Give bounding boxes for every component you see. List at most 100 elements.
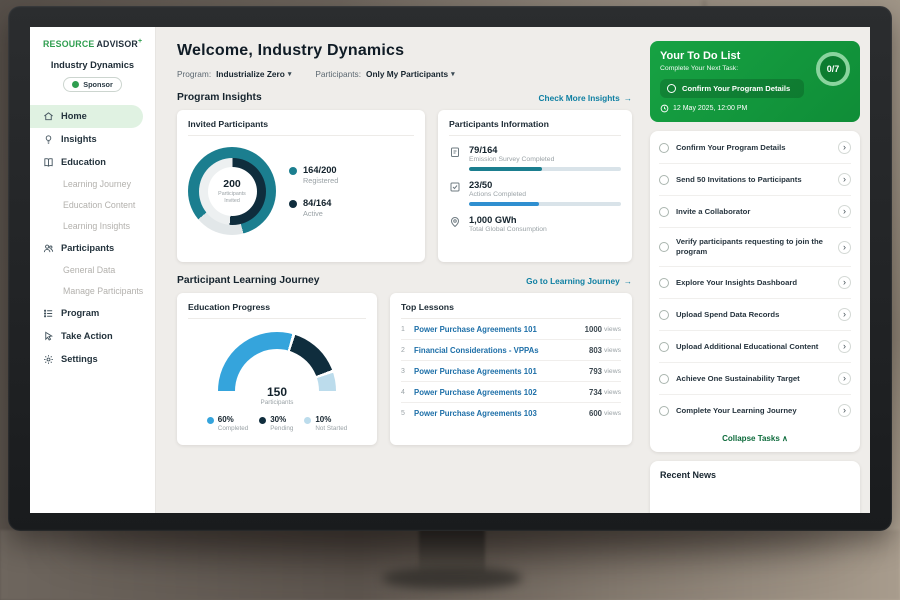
org-name: Industry Dynamics bbox=[50, 59, 135, 70]
actions-progress-bar bbox=[469, 202, 621, 206]
chevron-right-icon[interactable]: › bbox=[838, 205, 851, 218]
task-checkbox[interactable] bbox=[659, 206, 669, 217]
go-to-learning-journey-link[interactable]: Go to Learning Journey → bbox=[526, 275, 632, 286]
gauge-legend: 60% Completed 30% Pending bbox=[188, 415, 366, 432]
chevron-down-icon: ▾ bbox=[287, 71, 292, 78]
legend-not-started: 10% Not Started bbox=[304, 415, 347, 432]
people-icon bbox=[43, 243, 54, 254]
task-checkbox[interactable] bbox=[659, 242, 669, 252]
sidebar-item-home[interactable]: Home bbox=[30, 104, 143, 128]
list-icon bbox=[43, 308, 54, 319]
chevron-down-icon: ▾ bbox=[451, 71, 455, 78]
gauge-arc bbox=[218, 332, 336, 391]
program-filter-label: Program: bbox=[177, 69, 212, 79]
participants-filter-dropdown[interactable]: Only My Participants ▾ bbox=[366, 69, 455, 79]
filters-bar: Program: Industrialize Zero ▾ Participan… bbox=[177, 69, 632, 79]
legend-dot-navy bbox=[289, 199, 297, 208]
task-row[interactable]: Achieve One Sustainability Target › bbox=[659, 363, 851, 395]
sidebar-item-insights[interactable]: Insights bbox=[30, 128, 155, 151]
legend-pending: 30% Pending bbox=[259, 415, 293, 432]
participants-filter: Participants: Only My Participants ▾ bbox=[315, 69, 454, 79]
task-row[interactable]: Upload Additional Educational Content › bbox=[659, 331, 851, 363]
program-insights-cards: Invited Participants 200 Participants In… bbox=[177, 110, 632, 262]
lesson-link[interactable]: Financial Considerations - VPPAs bbox=[414, 345, 539, 355]
task-checkbox[interactable] bbox=[659, 309, 669, 320]
todo-subtitle: Complete Your Next Task: bbox=[660, 65, 739, 72]
task-checkbox[interactable] bbox=[659, 341, 669, 352]
task-row[interactable]: Confirm Your Program Details › bbox=[659, 132, 851, 164]
home-icon bbox=[43, 111, 54, 122]
location-pin-icon bbox=[449, 216, 461, 233]
sponsor-badge-wrap: Sponsor bbox=[30, 75, 155, 93]
check-more-insights-link[interactable]: Check More Insights → bbox=[538, 92, 632, 103]
checklist-icon bbox=[449, 181, 461, 206]
chevron-right-icon[interactable]: › bbox=[838, 340, 851, 353]
lesson-link[interactable]: Power Purchase Agreements 103 bbox=[414, 408, 537, 418]
recent-news-card: Recent News bbox=[650, 461, 860, 513]
chevron-right-icon[interactable]: › bbox=[838, 308, 851, 321]
task-row[interactable]: Send 50 Invitations to Participants › bbox=[659, 164, 851, 196]
chevron-right-icon[interactable]: › bbox=[838, 141, 851, 154]
task-checkbox[interactable] bbox=[659, 277, 669, 288]
task-row[interactable]: Complete Your Learning Journey › bbox=[659, 395, 851, 426]
chevron-right-icon[interactable]: › bbox=[838, 404, 851, 417]
sidebar-item-learning-insights[interactable]: Learning Insights bbox=[63, 221, 130, 232]
sidebar-item-take-action[interactable]: Take Action bbox=[30, 325, 155, 348]
page-title: Welcome, Industry Dynamics bbox=[177, 42, 405, 59]
task-checkbox[interactable] bbox=[659, 405, 669, 416]
sidebar-nav: Home Insights Education Learning Journey… bbox=[30, 104, 155, 371]
next-task-pill[interactable]: Confirm Your Program Details bbox=[660, 79, 804, 98]
task-row[interactable]: Upload Spend Data Records › bbox=[659, 299, 851, 331]
lesson-link[interactable]: Power Purchase Agreements 101 bbox=[414, 324, 537, 334]
arrow-right-icon: → bbox=[623, 92, 632, 103]
task-checkbox[interactable] bbox=[659, 373, 669, 384]
sidebar-item-education-content[interactable]: Education Content bbox=[63, 200, 136, 211]
arrow-right-icon: → bbox=[623, 275, 632, 286]
chevron-right-icon[interactable]: › bbox=[838, 372, 851, 385]
chevron-up-icon: ∧ bbox=[782, 434, 788, 443]
sidebar-item-participants[interactable]: Participants bbox=[30, 237, 155, 260]
lesson-row: 3 Power Purchase Agreements 101 793 view… bbox=[401, 361, 621, 382]
section-title-program-insights: Program Insights bbox=[177, 92, 262, 103]
task-row[interactable]: Explore Your Insights Dashboard › bbox=[659, 267, 851, 299]
next-task-due: 12 May 2025, 12:00 PM bbox=[660, 104, 850, 113]
sidebar-item-settings[interactable]: Settings bbox=[30, 348, 155, 371]
task-row[interactable]: Verify participants requesting to join t… bbox=[659, 228, 851, 267]
card-title: Invited Participants bbox=[188, 119, 414, 136]
sidebar-item-education[interactable]: Education bbox=[30, 151, 155, 174]
book-icon bbox=[43, 157, 54, 168]
collapse-tasks-link[interactable]: Collapse Tasks ∧ bbox=[722, 434, 788, 443]
checkbox-icon[interactable] bbox=[667, 84, 676, 93]
emission-survey-progress-bar bbox=[469, 167, 621, 171]
legend-active: 84/164 Active bbox=[289, 198, 338, 218]
legend-dot-teal bbox=[289, 166, 297, 175]
sidebar-item-learning-journey[interactable]: Learning Journey bbox=[63, 179, 131, 190]
chevron-right-icon[interactable]: › bbox=[838, 173, 851, 186]
lesson-link[interactable]: Power Purchase Agreements 102 bbox=[414, 387, 537, 397]
sidebar-item-manage-participants[interactable]: Manage Participants bbox=[63, 286, 144, 297]
chevron-right-icon[interactable]: › bbox=[838, 240, 851, 254]
chevron-right-icon[interactable]: › bbox=[838, 276, 851, 289]
program-filter-dropdown[interactable]: Industrialize Zero ▾ bbox=[216, 69, 292, 79]
lesson-row: 2 Financial Considerations - VPPAs 803 v… bbox=[401, 340, 621, 361]
section-title-recent-news: Recent News bbox=[660, 470, 717, 480]
sponsor-badge-label: Sponsor bbox=[83, 79, 113, 89]
legend-dot-pale bbox=[304, 417, 312, 424]
stat-global-consumption: 1,000 GWh Total Global Consumption bbox=[449, 215, 621, 233]
todo-progress-ring: 0/7 bbox=[816, 52, 850, 86]
program-insights-section-head: Program Insights Check More Insights → bbox=[177, 92, 632, 103]
donut-center: 200 Participants Invited bbox=[207, 166, 257, 216]
sidebar-item-program[interactable]: Program bbox=[30, 302, 155, 325]
invited-participants-card: Invited Participants 200 Participants In… bbox=[177, 110, 425, 262]
legend-dot-blue bbox=[206, 417, 214, 424]
gear-icon bbox=[43, 354, 54, 365]
sidebar-item-general-data[interactable]: General Data bbox=[63, 265, 116, 276]
task-checkbox[interactable] bbox=[659, 174, 669, 185]
lesson-link[interactable]: Power Purchase Agreements 101 bbox=[414, 366, 537, 376]
clock-icon bbox=[660, 104, 669, 113]
stat-actions-completed: 23/50 Actions Completed bbox=[449, 180, 621, 206]
task-checkbox[interactable] bbox=[659, 142, 669, 153]
participants-information-card: Participants Information 79/164 Emission… bbox=[438, 110, 632, 262]
task-row[interactable]: Invite a Collaborator › bbox=[659, 196, 851, 228]
participants-filter-label: Participants: bbox=[315, 69, 361, 79]
